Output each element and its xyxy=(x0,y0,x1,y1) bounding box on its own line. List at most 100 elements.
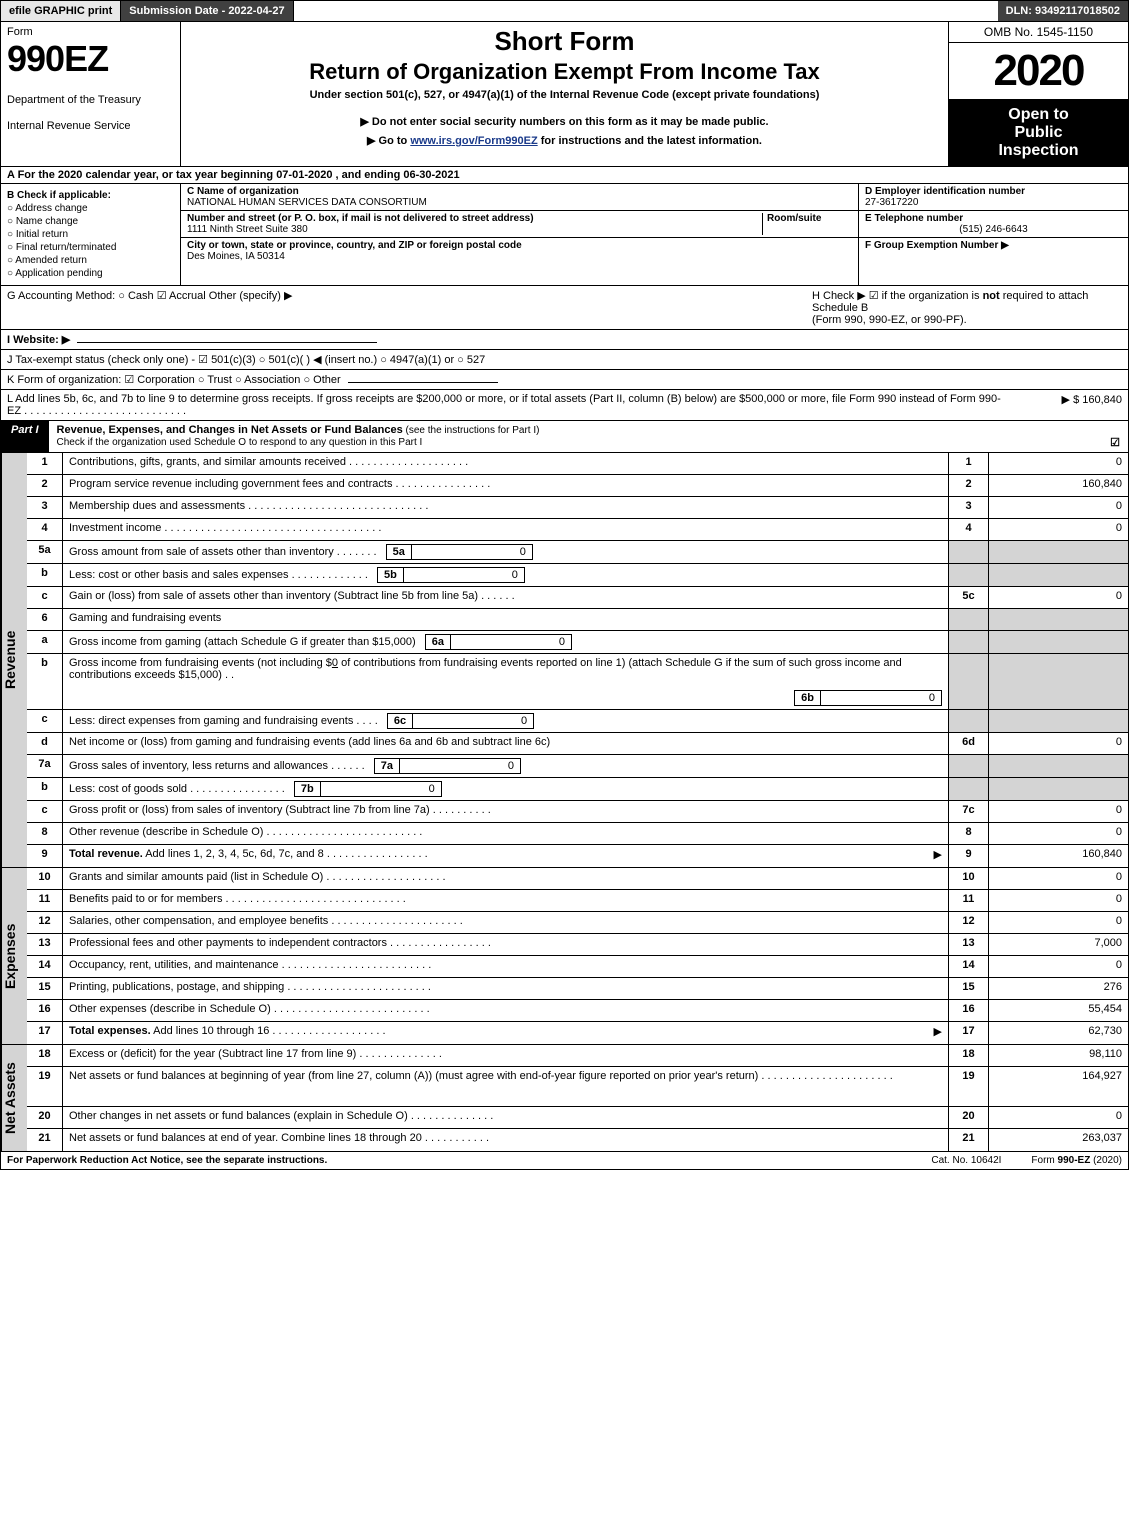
ln11-desc: Benefits paid to or for members . . . . … xyxy=(63,890,948,911)
ln6a-subbox: 6a0 xyxy=(425,634,572,650)
ln7b-val xyxy=(988,778,1128,800)
ln6b-val xyxy=(988,654,1128,709)
ln6-num: 6 xyxy=(27,609,63,630)
ln7a-val xyxy=(988,755,1128,777)
row-a-tax-year: A For the 2020 calendar year, or tax yea… xyxy=(0,167,1129,184)
line-12: 12 Salaries, other compensation, and emp… xyxy=(27,912,1128,934)
ln1-val: 0 xyxy=(988,453,1128,474)
ln6d-val: 0 xyxy=(988,733,1128,754)
h-pre: H Check ▶ ☑ if the organization is xyxy=(812,290,983,302)
l-text: L Add lines 5b, 6c, and 7b to line 9 to … xyxy=(7,393,1002,417)
ln19-rnum: 19 xyxy=(948,1067,988,1106)
form-header: Form 990EZ Department of the Treasury In… xyxy=(0,22,1129,167)
d-ein-row: D Employer identification number 27-3617… xyxy=(859,184,1128,211)
irs-link[interactable]: www.irs.gov/Form990EZ xyxy=(410,135,537,147)
f-group-row: F Group Exemption Number ▶ xyxy=(859,238,1128,285)
ln6a-num: a xyxy=(27,631,63,653)
addr-row: Number and street (or P. O. box, if mail… xyxy=(181,211,858,238)
ln6d-desc: Net income or (loss) from gaming and fun… xyxy=(63,733,948,754)
ln13-num: 13 xyxy=(27,934,63,955)
ln5b-val xyxy=(988,564,1128,586)
submission-date-button[interactable]: Submission Date - 2022-04-27 xyxy=(121,1,293,21)
ln16-val: 55,454 xyxy=(988,1000,1128,1021)
dept-irs: Internal Revenue Service xyxy=(7,120,174,132)
ln6c-val xyxy=(988,710,1128,732)
ln13-val: 7,000 xyxy=(988,934,1128,955)
top-spacer xyxy=(294,1,998,21)
b-opt-initial[interactable]: ○ Initial return xyxy=(7,229,174,240)
ln8-rnum: 8 xyxy=(948,823,988,844)
ln12-desc: Salaries, other compensation, and employ… xyxy=(63,912,948,933)
ln16-num: 16 xyxy=(27,1000,63,1021)
ln14-val: 0 xyxy=(988,956,1128,977)
b-opt-final[interactable]: ○ Final return/terminated xyxy=(7,242,174,253)
line-20: 20 Other changes in net assets or fund b… xyxy=(27,1107,1128,1129)
ln17-num: 17 xyxy=(27,1022,63,1044)
part1-check[interactable]: ☑ xyxy=(1110,436,1120,449)
open-line1: Open to xyxy=(953,106,1124,124)
part1-label: Part I xyxy=(1,421,49,452)
ln20-desc: Other changes in net assets or fund bala… xyxy=(63,1107,948,1128)
f-label: F Group Exemption Number ▶ xyxy=(865,240,1009,251)
ln3-desc: Membership dues and assessments . . . . … xyxy=(63,497,948,518)
org-name: NATIONAL HUMAN SERVICES DATA CONSORTIUM xyxy=(187,197,852,208)
b-title: B Check if applicable: xyxy=(7,190,174,201)
ln5a-rnum xyxy=(948,541,988,563)
cat-no: Cat. No. 10642I xyxy=(931,1155,1001,1166)
website-field[interactable] xyxy=(77,342,377,343)
part1-title: Revenue, Expenses, and Changes in Net As… xyxy=(49,421,1128,452)
line-21: 21 Net assets or fund balances at end of… xyxy=(27,1129,1128,1151)
ln7c-desc: Gross profit or (loss) from sales of inv… xyxy=(63,801,948,822)
line-8: 8 Other revenue (describe in Schedule O)… xyxy=(27,823,1128,845)
c-label: C Name of organization xyxy=(187,186,852,197)
k-other-field[interactable] xyxy=(348,382,498,383)
c-name-row: C Name of organization NATIONAL HUMAN SE… xyxy=(181,184,858,211)
b-opt-address[interactable]: ○ Address change xyxy=(7,203,174,214)
i-label: I Website: ▶ xyxy=(7,334,70,346)
addr-label: Number and street (or P. O. box, if mail… xyxy=(187,213,762,224)
ln6-val xyxy=(988,609,1128,630)
open-public-badge: Open to Public Inspection xyxy=(949,100,1128,166)
ln5b-subbox: 5b0 xyxy=(377,567,525,583)
h-post2: (Form 990, 990-EZ, or 990-PF). xyxy=(812,314,967,326)
h-schedule-b: H Check ▶ ☑ if the organization is not r… xyxy=(812,289,1122,326)
line-13: 13 Professional fees and other payments … xyxy=(27,934,1128,956)
dln-label: DLN: 93492117018502 xyxy=(998,1,1128,21)
check-if-applicable: B Check if applicable: ○ Address change … xyxy=(1,184,181,285)
b-opt-pending[interactable]: ○ Application pending xyxy=(7,268,174,279)
ln13-rnum: 13 xyxy=(948,934,988,955)
efile-print-button[interactable]: efile GRAPHIC print xyxy=(1,1,121,21)
line-17: 17 Total expenses. Add lines 10 through … xyxy=(27,1022,1128,1044)
row-g-h: G Accounting Method: ○ Cash ☑ Accrual Ot… xyxy=(0,286,1129,330)
ln21-rnum: 21 xyxy=(948,1129,988,1151)
ln1-desc: Contributions, gifts, grants, and simila… xyxy=(63,453,948,474)
ln13-desc: Professional fees and other payments to … xyxy=(63,934,948,955)
paperwork-notice: For Paperwork Reduction Act Notice, see … xyxy=(7,1155,901,1166)
revenue-side-label: Revenue xyxy=(1,453,27,867)
ln6b-rnum xyxy=(948,654,988,709)
ln1-num: 1 xyxy=(27,453,63,474)
revenue-section: Revenue 1 Contributions, gifts, grants, … xyxy=(0,453,1129,868)
ln6d-rnum: 6d xyxy=(948,733,988,754)
line-16: 16 Other expenses (describe in Schedule … xyxy=(27,1000,1128,1022)
ln16-desc: Other expenses (describe in Schedule O) … xyxy=(63,1000,948,1021)
ln12-rnum: 12 xyxy=(948,912,988,933)
form-word: Form xyxy=(7,26,174,38)
ln7a-num: 7a xyxy=(27,755,63,777)
ln19-desc: Net assets or fund balances at beginning… xyxy=(63,1067,948,1106)
line-4: 4 Investment income . . . . . . . . . . … xyxy=(27,519,1128,541)
ln21-desc: Net assets or fund balances at end of ye… xyxy=(63,1129,948,1151)
tax-year: 2020 xyxy=(949,43,1128,100)
b-opt-name[interactable]: ○ Name change xyxy=(7,216,174,227)
b-opt-amended[interactable]: ○ Amended return xyxy=(7,255,174,266)
line-14: 14 Occupancy, rent, utilities, and maint… xyxy=(27,956,1128,978)
ln7b-desc: Less: cost of goods sold . . . . . . . .… xyxy=(63,778,948,800)
ln2-num: 2 xyxy=(27,475,63,496)
line-5c: c Gain or (loss) from sale of assets oth… xyxy=(27,587,1128,609)
ln5c-desc: Gain or (loss) from sale of assets other… xyxy=(63,587,948,608)
omb-number: OMB No. 1545-1150 xyxy=(949,22,1128,43)
ln7a-desc: Gross sales of inventory, less returns a… xyxy=(63,755,948,777)
ln12-val: 0 xyxy=(988,912,1128,933)
line-7b: b Less: cost of goods sold . . . . . . .… xyxy=(27,778,1128,801)
ln12-num: 12 xyxy=(27,912,63,933)
